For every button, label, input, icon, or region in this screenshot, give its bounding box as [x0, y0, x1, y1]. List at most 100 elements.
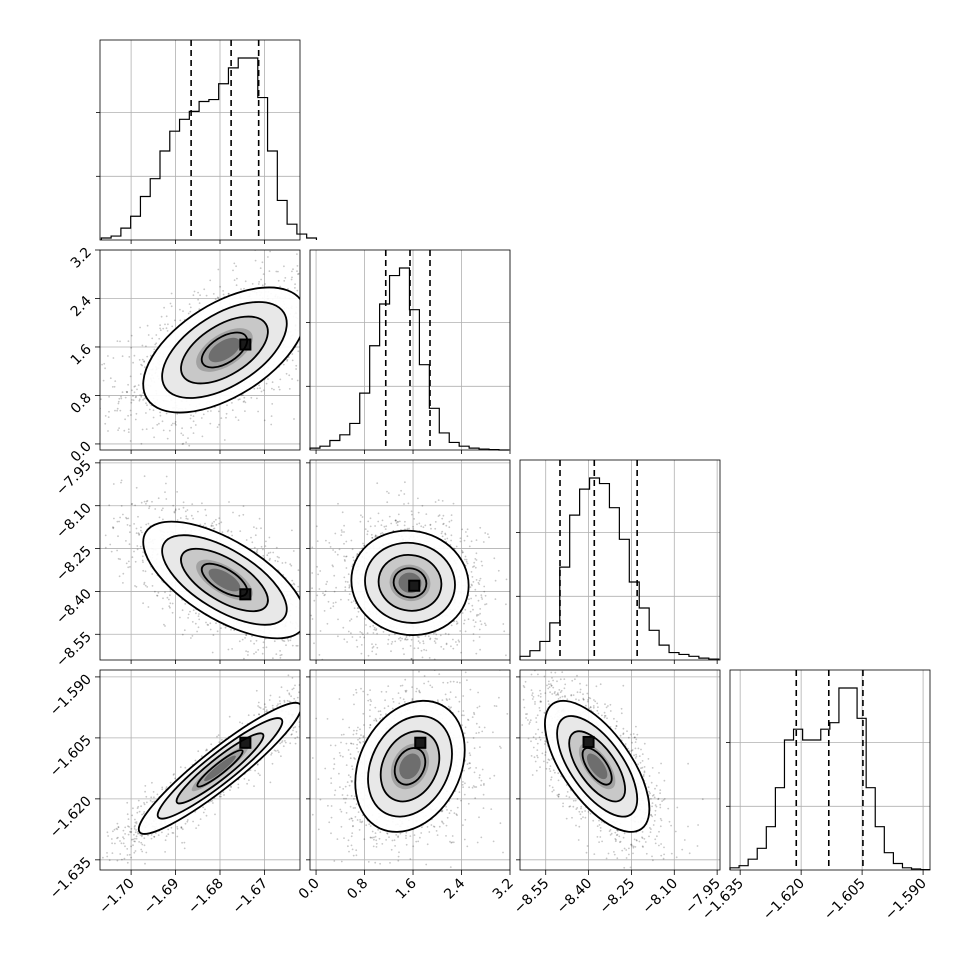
sample-point — [245, 634, 248, 636]
sample-point — [343, 638, 346, 641]
sample-point — [147, 334, 150, 336]
sample-point — [322, 598, 324, 600]
sample-point — [306, 701, 308, 703]
sample-point — [268, 270, 271, 272]
sample-point — [356, 607, 359, 610]
sample-point — [245, 650, 248, 652]
sample-point — [138, 359, 141, 361]
sample-point — [258, 713, 260, 716]
sample-point — [231, 409, 234, 412]
sample-point — [322, 641, 324, 643]
sample-point — [256, 548, 259, 551]
sample-point — [376, 646, 379, 649]
sample-point — [428, 657, 431, 659]
sample-point — [441, 530, 444, 533]
sample-point — [304, 584, 306, 586]
sample-point — [173, 319, 176, 322]
sample-point — [301, 358, 303, 360]
sample-point — [410, 657, 413, 660]
sample-point — [468, 602, 470, 605]
sample-point — [371, 643, 373, 645]
sample-point — [434, 501, 437, 503]
sample-point — [299, 661, 301, 663]
sample-point — [382, 631, 385, 633]
contour-line — [161, 534, 288, 626]
sample-point — [242, 513, 245, 516]
sample-point — [257, 283, 260, 285]
sample-point — [326, 699, 328, 701]
sample-point — [183, 629, 186, 632]
sample-point — [161, 788, 164, 791]
sample-point — [468, 545, 471, 548]
sample-point — [417, 695, 419, 697]
sample-point — [134, 585, 136, 587]
sample-point — [323, 610, 326, 612]
sample-point — [474, 621, 477, 623]
sample-point — [285, 372, 288, 375]
sample-point — [410, 657, 413, 660]
sample-point — [472, 639, 475, 642]
sample-point — [462, 551, 464, 554]
sample-point — [168, 429, 171, 432]
contour-line — [180, 547, 269, 613]
sample-point — [140, 442, 143, 445]
sample-point — [302, 599, 304, 601]
sample-point — [320, 655, 322, 657]
sample-point — [457, 639, 460, 642]
sample-point — [257, 701, 260, 704]
sample-point — [441, 535, 444, 538]
sample-point — [134, 504, 137, 507]
sample-point — [417, 636, 420, 639]
sample-point — [129, 375, 132, 378]
sample-point — [478, 636, 481, 638]
sample-point — [311, 326, 313, 328]
sample-point — [397, 521, 400, 523]
sample-point — [397, 513, 400, 516]
sample-point — [429, 638, 431, 641]
sample-point — [357, 632, 359, 634]
sample-point — [352, 559, 355, 562]
sample-point — [424, 635, 427, 637]
sample-point — [232, 511, 234, 514]
sample-point — [312, 595, 314, 597]
sample-point — [18, 421, 20, 423]
sample-point — [472, 566, 474, 568]
sample-point — [307, 646, 309, 648]
sample-point — [308, 201, 310, 203]
sample-point — [356, 553, 359, 555]
sample-point — [482, 541, 485, 543]
sample-point — [337, 292, 339, 294]
sample-point — [302, 670, 304, 672]
sample-point — [403, 503, 405, 505]
sample-point — [447, 633, 450, 636]
sample-point — [310, 302, 312, 304]
sample-point — [240, 288, 242, 290]
sample-point — [378, 646, 380, 648]
sample-point — [402, 666, 404, 668]
sample-point — [298, 682, 300, 684]
sample-point — [135, 527, 138, 530]
sample-point — [460, 651, 462, 654]
sample-point — [403, 653, 405, 656]
sample-point — [282, 639, 284, 642]
sample-point — [232, 269, 234, 272]
sample-point — [278, 388, 281, 391]
sample-point — [159, 329, 162, 332]
histogram-p1 — [309, 267, 509, 451]
sample-point — [399, 636, 402, 639]
sample-point — [178, 508, 181, 511]
sample-point — [433, 675, 435, 677]
sample-point — [475, 579, 478, 581]
sample-point — [146, 499, 149, 502]
sample-point — [367, 520, 370, 523]
sample-point — [173, 511, 176, 514]
sample-point — [311, 587, 313, 590]
sample-point — [348, 584, 351, 586]
histogram-p2 — [519, 477, 720, 660]
sample-point — [236, 277, 238, 280]
sample-point — [172, 422, 174, 425]
sample-point — [357, 610, 360, 613]
sample-point — [141, 531, 143, 534]
sample-point — [300, 546, 302, 548]
sample-point — [311, 618, 314, 620]
